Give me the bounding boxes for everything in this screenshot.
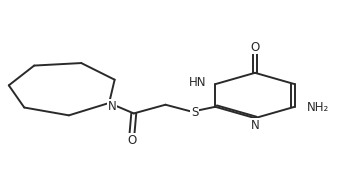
Text: NH₂: NH₂: [306, 101, 329, 114]
Text: S: S: [191, 106, 198, 119]
Text: N: N: [251, 119, 260, 132]
Text: HN: HN: [189, 76, 207, 89]
Text: O: O: [127, 134, 137, 147]
Text: N: N: [108, 100, 116, 113]
Text: O: O: [250, 41, 260, 53]
